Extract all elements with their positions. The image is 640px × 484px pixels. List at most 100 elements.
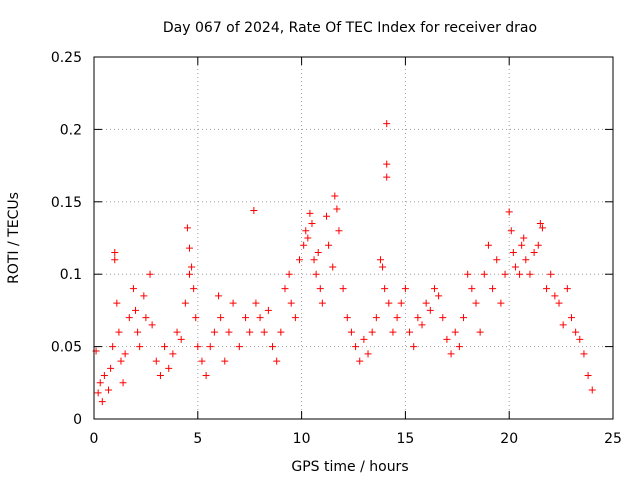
data-point xyxy=(312,270,320,278)
data-point xyxy=(576,335,584,343)
data-point xyxy=(538,224,546,232)
data-point xyxy=(310,256,318,264)
data-point xyxy=(98,398,106,406)
data-point xyxy=(100,372,108,380)
data-point xyxy=(185,270,193,278)
data-point xyxy=(383,120,391,128)
data-point xyxy=(316,285,324,293)
data-point xyxy=(497,299,505,307)
y-tick-label: 0.2 xyxy=(60,122,82,138)
data-point xyxy=(314,248,322,256)
x-axis-title: GPS time / hours xyxy=(291,459,408,475)
x-tick-label: 15 xyxy=(396,431,414,447)
data-point xyxy=(119,379,127,387)
data-point xyxy=(229,299,237,307)
data-point xyxy=(183,224,191,232)
data-point xyxy=(194,343,202,351)
data-point xyxy=(246,328,254,336)
data-point xyxy=(572,328,580,336)
data-point xyxy=(368,328,376,336)
y-tick-label: 0.1 xyxy=(60,267,82,283)
data-point xyxy=(393,314,401,322)
data-point xyxy=(555,299,563,307)
data-point xyxy=(443,335,451,343)
data-point xyxy=(242,314,250,322)
data-point xyxy=(202,372,210,380)
data-point xyxy=(165,364,173,372)
data-point xyxy=(389,328,397,336)
data-point xyxy=(281,285,289,293)
data-point xyxy=(397,299,405,307)
data-point xyxy=(291,314,299,322)
data-point xyxy=(169,350,177,358)
data-point xyxy=(543,285,551,293)
data-point xyxy=(516,270,524,278)
y-tick-label: 0.25 xyxy=(51,50,82,66)
data-point xyxy=(507,227,515,235)
data-point xyxy=(306,209,314,217)
data-point xyxy=(96,379,104,387)
data-point xyxy=(318,299,326,307)
data-point xyxy=(588,386,596,394)
y-tick-label: 0 xyxy=(73,412,82,428)
data-point xyxy=(584,372,592,380)
data-point xyxy=(140,292,148,300)
data-point xyxy=(505,208,513,216)
data-point xyxy=(105,386,113,394)
data-point xyxy=(567,314,575,322)
chart-title: Day 067 of 2024, Rate Of TEC Index for r… xyxy=(163,20,537,36)
data-point xyxy=(439,314,447,322)
data-point xyxy=(333,205,341,213)
data-point xyxy=(173,328,181,336)
data-point xyxy=(142,314,150,322)
tick-labels: 0 5 10 15 20 25 0 0.05 0.1 0.15 0.2 0.25 xyxy=(51,50,622,447)
data-point xyxy=(221,357,229,365)
data-point xyxy=(117,357,125,365)
data-point xyxy=(422,299,430,307)
data-point xyxy=(329,263,337,271)
data-point xyxy=(206,343,214,351)
y-tick-label: 0.15 xyxy=(51,195,82,211)
data-point xyxy=(356,357,364,365)
data-point xyxy=(339,285,347,293)
data-point xyxy=(460,314,468,322)
data-point xyxy=(401,285,409,293)
x-tick-label: 5 xyxy=(193,431,202,447)
data-point xyxy=(188,263,196,271)
data-point xyxy=(111,248,119,256)
x-tick-label: 20 xyxy=(500,431,518,447)
data-point xyxy=(580,350,588,358)
data-point xyxy=(484,241,492,249)
data-point xyxy=(308,220,316,228)
data-point xyxy=(383,173,391,181)
data-point xyxy=(148,321,156,329)
data-point xyxy=(385,299,393,307)
data-point xyxy=(285,270,293,278)
data-point xyxy=(323,212,331,220)
data-point xyxy=(536,220,544,228)
data-point xyxy=(522,256,530,264)
data-point xyxy=(418,321,426,329)
data-point xyxy=(455,343,463,351)
data-point xyxy=(547,270,555,278)
data-point xyxy=(518,241,526,249)
data-point xyxy=(426,306,434,314)
data-point xyxy=(472,299,480,307)
data-point xyxy=(269,343,277,351)
x-tick-label: 25 xyxy=(604,431,622,447)
data-point xyxy=(256,314,264,322)
data-point xyxy=(190,285,198,293)
data-point xyxy=(215,292,223,300)
data-point xyxy=(115,328,123,336)
y-tick-label: 0.05 xyxy=(51,340,82,356)
data-point xyxy=(152,357,160,365)
data-point xyxy=(296,256,304,264)
data-point xyxy=(217,314,225,322)
data-point xyxy=(447,350,455,358)
data-point xyxy=(129,285,137,293)
data-point xyxy=(534,241,542,249)
plot-frame xyxy=(93,56,614,420)
data-point xyxy=(94,389,102,397)
data-point xyxy=(111,256,119,264)
data-points xyxy=(92,120,596,406)
